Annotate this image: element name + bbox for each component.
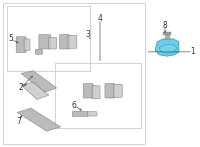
Polygon shape	[17, 108, 61, 131]
FancyBboxPatch shape	[39, 35, 51, 49]
Bar	[163, 32, 171, 35]
Polygon shape	[159, 45, 177, 53]
Polygon shape	[21, 71, 57, 92]
Bar	[55, 63, 141, 128]
Text: 4: 4	[98, 14, 102, 23]
FancyBboxPatch shape	[113, 84, 122, 97]
Bar	[3, 3, 145, 144]
Text: 7: 7	[17, 117, 22, 126]
Bar	[165, 33, 169, 39]
Text: 1: 1	[190, 47, 195, 56]
Bar	[7, 6, 90, 71]
FancyBboxPatch shape	[16, 37, 26, 53]
Text: 2: 2	[19, 83, 23, 92]
Polygon shape	[155, 39, 179, 56]
FancyBboxPatch shape	[92, 86, 100, 99]
FancyBboxPatch shape	[49, 37, 57, 49]
FancyBboxPatch shape	[68, 35, 77, 48]
FancyBboxPatch shape	[87, 112, 97, 116]
FancyBboxPatch shape	[60, 35, 69, 49]
Polygon shape	[21, 82, 49, 100]
Text: 6: 6	[72, 101, 77, 110]
FancyBboxPatch shape	[35, 49, 42, 54]
FancyBboxPatch shape	[105, 84, 115, 98]
Text: 8: 8	[163, 21, 167, 30]
Text: 5: 5	[9, 34, 14, 43]
FancyBboxPatch shape	[72, 111, 88, 116]
Text: 3: 3	[86, 30, 91, 39]
FancyBboxPatch shape	[83, 84, 93, 98]
FancyBboxPatch shape	[24, 39, 30, 50]
